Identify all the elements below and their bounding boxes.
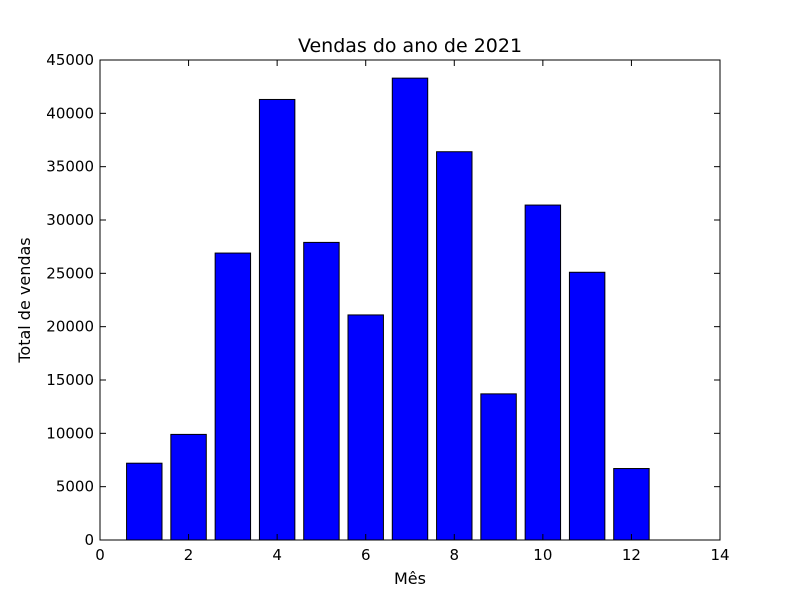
y-tick-label-5000: 5000 [56,478,94,496]
y-tick-label-10000: 10000 [46,424,94,442]
bar-month-4 [258,98,296,541]
bars-group [126,77,650,541]
bar-month-2 [170,433,207,541]
y-axis-title: Total de vendas [15,237,34,363]
x-tick-label-14: 14 [710,546,729,564]
y-tick-label-35000: 35000 [46,158,94,176]
bar-month-5 [303,241,340,541]
x-tick-label-6: 6 [361,546,371,564]
bar-month-6 [347,314,384,541]
y-tick-label-25000: 25000 [46,264,94,282]
y-tick-label-40000: 40000 [46,104,94,122]
chart-title: Vendas do ano de 2021 [298,35,522,57]
y-tick-label-20000: 20000 [46,318,94,336]
bar-month-10 [524,204,562,541]
bar-month-7 [391,77,429,541]
ticks-group: 0 2 4 6 8 10 12 14 0 5000 10000 15000 20000 25000 3000… [46,51,729,564]
x-tick-label-0: 0 [95,546,105,564]
x-tick-label-4: 4 [272,546,282,564]
bar-month-12 [613,468,650,541]
x-tick-label-10: 10 [533,546,552,564]
bar-month-8 [436,151,473,541]
y-tick-label-0: 0 [84,531,94,549]
y-tick-label-45000: 45000 [46,51,94,69]
bar-month-9 [480,393,517,541]
x-tick-label-2: 2 [184,546,194,564]
plot-frame [99,59,721,541]
y-tick-label-30000: 30000 [46,211,94,229]
bar-month-3 [214,252,252,541]
x-tick-label-12: 12 [622,546,641,564]
bar-month-1 [126,462,163,541]
y-tick-label-15000: 15000 [46,371,94,389]
x-axis-title: Mês [394,569,426,588]
bar-month-11 [568,271,606,541]
x-tick-label-8: 8 [450,546,460,564]
